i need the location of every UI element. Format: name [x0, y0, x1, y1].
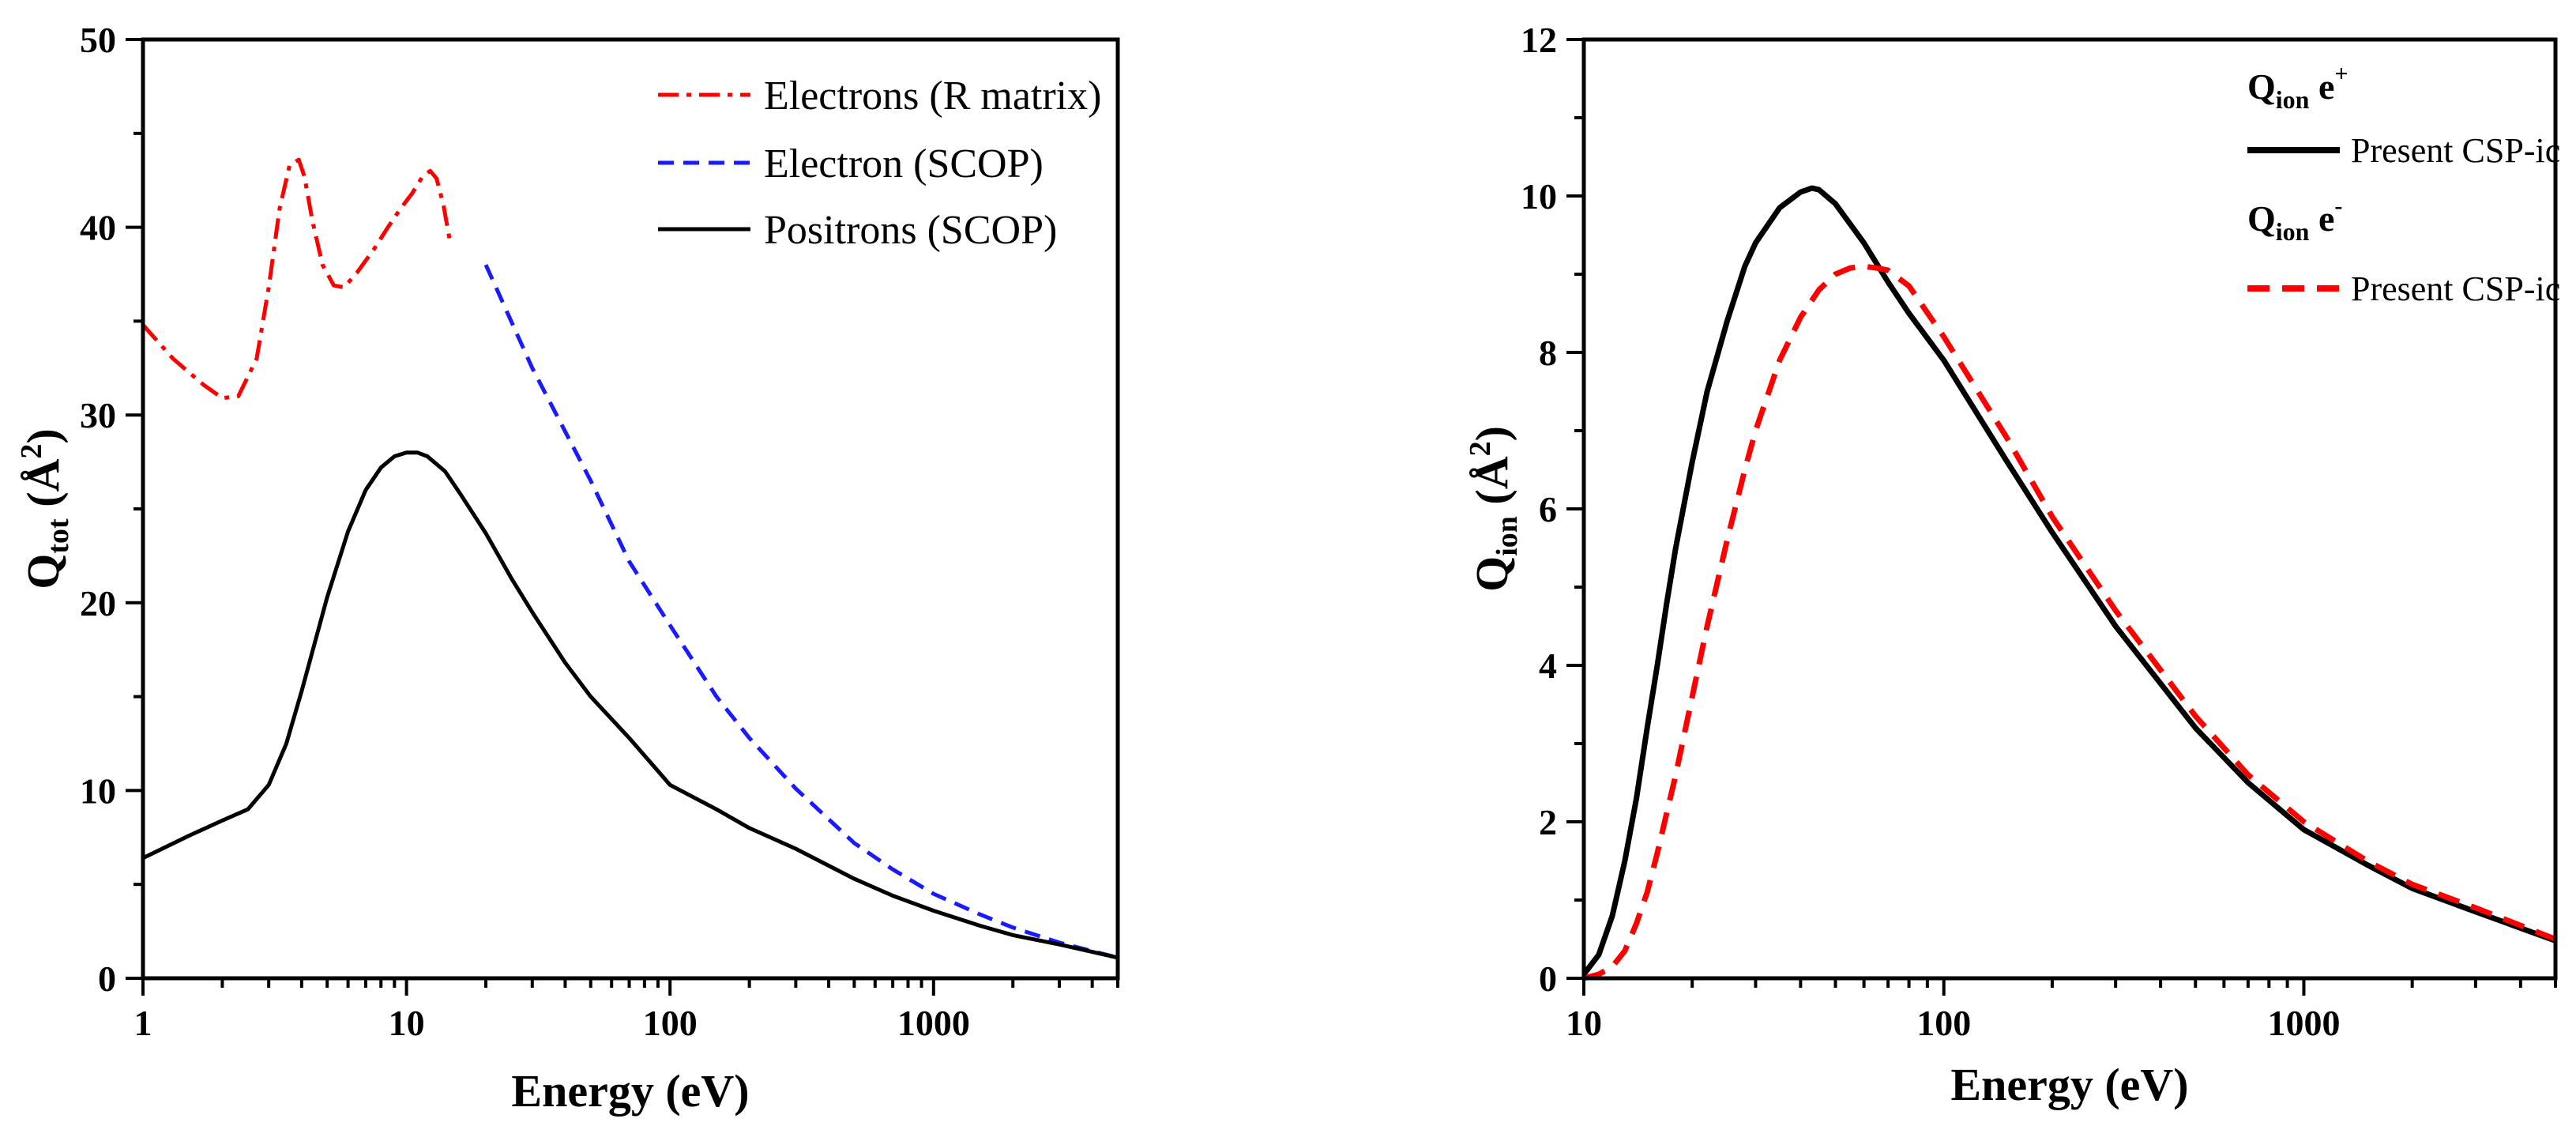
x-tick-label: 1000	[2267, 1003, 2340, 1043]
chart-series-group	[141, 157, 1119, 960]
y-tick-label: 12	[1521, 20, 1557, 60]
legend-head-positron-sub: ion	[2276, 85, 2310, 114]
x-tick-label: 100	[643, 1003, 698, 1043]
y-axis-title-sub: ion	[1491, 516, 1524, 556]
x-tick-label: 10	[1566, 1003, 1602, 1043]
y-tick-label: 4	[1539, 646, 1557, 686]
y-tick-label: 30	[80, 395, 116, 435]
plot-frame	[1581, 37, 2558, 981]
legend: Electrons (R matrix) Electron (SCOP) Pos…	[658, 73, 1101, 253]
x-axis-title: Energy (eV)	[511, 1065, 749, 1117]
legend-label-positron-csp-ic: Present CSP-ic	[2351, 131, 2560, 170]
legend-head-positron-main: Q	[2247, 66, 2276, 107]
y-axis-title-sup: 2	[1464, 441, 1497, 456]
y-axis-ticks: 0 2 4 6 8 10 12	[1521, 20, 1584, 999]
y-axis-ticks: 0 10 20 30 40 50	[80, 20, 143, 999]
legend: Qion e+ Present CSP-ic Qion e- Present C…	[2247, 61, 2560, 308]
legend-head-positron-rest: e	[2309, 66, 2334, 107]
x-tick-label: 1000	[897, 1003, 970, 1043]
y-axis-title-close: )	[17, 428, 69, 443]
chart-total-cross-section: 1 10 100 1000 0 10 20 30 40 50 Energy (eV) Qtot …	[15, 20, 1120, 1117]
legend-label-electron-csp-ic: Present CSP-ic	[2351, 269, 2560, 308]
x-tick-label: 100	[1916, 1003, 1971, 1043]
series-line-positrons-scop	[141, 450, 1119, 960]
y-axis-title-close: )	[1466, 426, 1517, 441]
legend-label-electrons-r-matrix: Electrons (R matrix)	[764, 73, 1101, 119]
y-tick-label: 10	[80, 770, 116, 811]
y-axis-title-rest: (Å	[17, 458, 69, 518]
y-tick-label: 0	[98, 959, 116, 999]
legend-head-electron: Qion e-	[2247, 193, 2342, 246]
y-tick-label: 0	[1539, 959, 1557, 999]
y-axis-title-sup: 2	[15, 444, 48, 459]
legend-head-electron-rest: e	[2309, 198, 2334, 239]
y-tick-label: 10	[1521, 176, 1557, 217]
x-tick-label: 10	[389, 1003, 425, 1043]
y-axis-title-main: Q	[17, 554, 69, 589]
y-tick-label: 6	[1539, 489, 1557, 529]
legend-head-positron: Qion e+	[2247, 61, 2348, 114]
legend-label-positrons-scop: Positrons (SCOP)	[764, 208, 1057, 253]
x-axis-ticks: 10 100 1000	[1566, 978, 2557, 1043]
y-tick-label: 50	[80, 20, 116, 60]
y-axis-title: Qtot (Å2)	[15, 428, 75, 589]
series-line-positron-present-csp-ic	[1581, 185, 2557, 977]
series-line-electrons-r-matrix	[141, 157, 452, 401]
y-tick-label: 20	[80, 583, 116, 623]
y-axis-title: Qion (Å2)	[1464, 426, 1524, 592]
y-axis-title-main: Q	[1466, 556, 1517, 592]
y-axis-title-rest: (Å	[1466, 456, 1517, 516]
x-tick-label: 1	[134, 1003, 152, 1043]
y-axis-title-sub: tot	[42, 518, 75, 554]
x-axis-title: Energy (eV)	[1950, 1059, 2188, 1110]
series-line-electron-present-csp-ic	[1583, 263, 2557, 981]
legend-head-electron-sup: -	[2334, 193, 2342, 219]
y-tick-label: 8	[1539, 333, 1557, 373]
y-tick-label: 2	[1539, 802, 1557, 842]
series-line-electron-scop	[483, 264, 1119, 960]
y-tick-label: 40	[80, 208, 116, 248]
legend-head-electron-main: Q	[2247, 198, 2276, 239]
chart-series-group	[1581, 185, 2557, 981]
x-axis-ticks: 1 10 100 1000	[134, 978, 1119, 1043]
legend-label-electron-scop: Electron (SCOP)	[764, 141, 1044, 186]
legend-head-positron-sup: +	[2334, 61, 2348, 87]
legend-head-electron-sub: ion	[2276, 217, 2310, 246]
